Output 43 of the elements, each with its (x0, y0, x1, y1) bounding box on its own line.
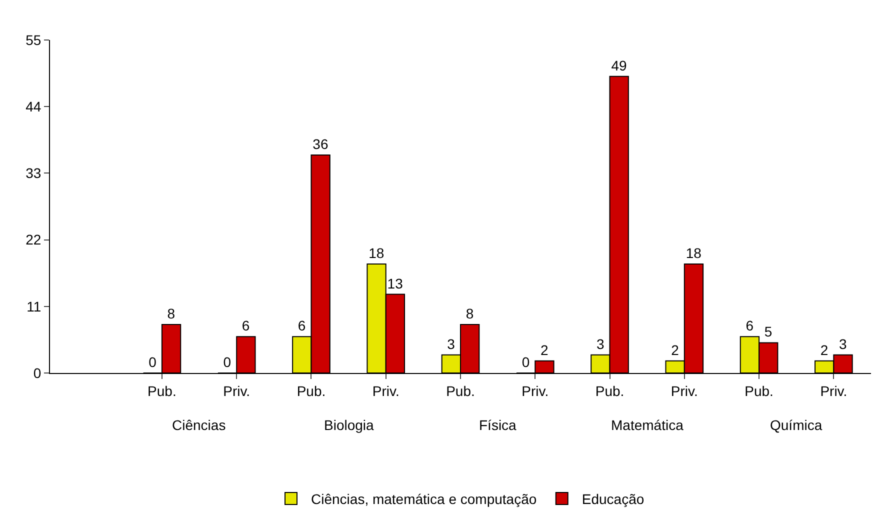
text: Física (479, 417, 517, 433)
y-tick-label: 44 (26, 98, 42, 114)
x-tick-label: Pub. (148, 382, 176, 399)
x-tick-label: Priv. (820, 382, 848, 399)
data-label: 6 (242, 318, 250, 334)
y-tick-label: 33 (26, 165, 42, 182)
x-tick-label: Pub. (446, 382, 475, 399)
x-tick-label: Pub. (744, 382, 774, 399)
data-label: 0 (223, 354, 232, 370)
data-label: 2 (540, 342, 548, 358)
legend-label: Educação (582, 490, 644, 507)
text: Ciências (172, 417, 226, 433)
data-label: 8 (167, 306, 176, 322)
x-tick-label: Priv. (372, 382, 400, 399)
data-label: 3 (839, 336, 848, 352)
data-label: 6 (746, 318, 754, 334)
y-tick-label: 11 (26, 298, 42, 314)
y-tick-label: 0 (33, 364, 42, 381)
x-tick-label: Priv. (522, 382, 549, 399)
legend-label: Ciências, matemática e computação (311, 490, 537, 507)
data-label: 0 (522, 354, 530, 370)
data-label: 6 (298, 318, 306, 334)
data-label: 8 (466, 306, 474, 322)
data-label: 49 (611, 57, 627, 74)
data-label: 13 (387, 275, 404, 292)
text: Química (770, 417, 822, 433)
data-label: 2 (820, 342, 828, 358)
data-label: 18 (368, 245, 384, 262)
x-tick-label: Priv. (670, 382, 698, 399)
text: Matemática (611, 417, 684, 433)
data-label: 3 (447, 336, 456, 352)
x-tick-label: Pub. (595, 382, 624, 399)
y-tick-label: 55 (26, 32, 42, 48)
text: Biologia (324, 417, 374, 433)
x-tick-label: Priv. (223, 382, 250, 399)
data-label: 3 (596, 336, 604, 352)
x-tick-label: Pub. (296, 382, 326, 399)
y-tick-label: 22 (26, 232, 42, 248)
data-label: 5 (764, 324, 772, 340)
data-label: 18 (686, 245, 702, 262)
data-label: 0 (148, 354, 157, 370)
data-label: 36 (312, 136, 328, 152)
data-label: 2 (671, 342, 680, 358)
